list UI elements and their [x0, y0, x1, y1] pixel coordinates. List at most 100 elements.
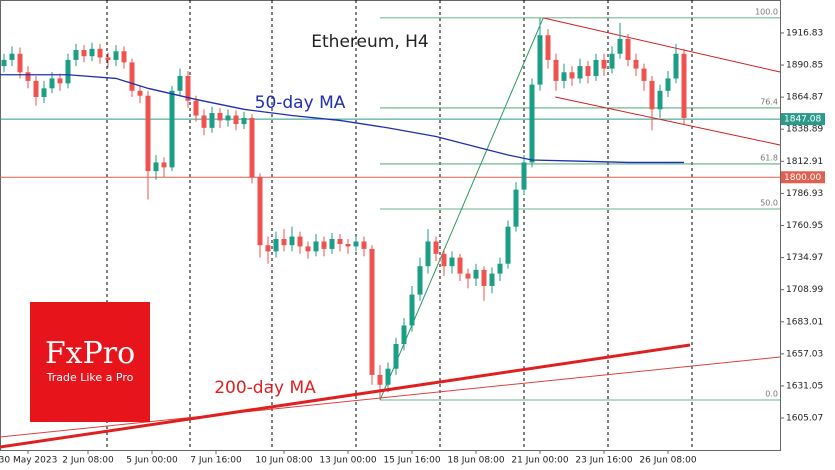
y-tick-label: 1631.05 [786, 381, 823, 391]
candle-body [265, 245, 271, 252]
candle-body [377, 374, 383, 385]
candle-body [145, 95, 151, 172]
ma-line [0, 74, 684, 164]
candle-body [97, 48, 103, 58]
fib-label: 100.0 [755, 7, 778, 16]
price-level-label: 1847.08 [784, 115, 821, 125]
y-tick-label: 1812.91 [786, 157, 823, 167]
candle-body [185, 75, 191, 101]
candle-body [177, 75, 183, 91]
candle-body [497, 263, 503, 274]
candle-body [449, 257, 455, 267]
candle-body [513, 189, 519, 227]
candle-body [545, 35, 551, 60]
y-tick-label: 1890.85 [786, 61, 823, 71]
price-level-box [781, 171, 825, 184]
candle-body [321, 241, 327, 249]
x-tick-label: 26 Jun 08:00 [639, 456, 696, 466]
candle-body [121, 51, 127, 63]
x-tick-label: 23 Jun 16:00 [575, 456, 632, 466]
candle-body [593, 59, 599, 76]
candle-body [337, 239, 343, 244]
candle-body [273, 239, 279, 252]
logo-box [30, 302, 150, 422]
candle-body [641, 68, 647, 81]
candle-body [361, 241, 367, 249]
candle-body [633, 59, 639, 69]
candle-body [225, 115, 231, 121]
series-label: 200-day MA [214, 378, 316, 398]
candle-body [1, 59, 7, 67]
candle-body [473, 269, 479, 279]
candle-body [169, 90, 175, 168]
candle-body [193, 100, 199, 116]
candle-body [25, 72, 31, 81]
candle-body [249, 117, 255, 178]
candle-body [505, 226, 511, 264]
candle-body [441, 253, 447, 267]
trend-line [555, 96, 781, 146]
trend-line [0, 356, 781, 438]
candle-body [457, 257, 463, 274]
x-tick-label: 21 Jun 00:00 [511, 456, 568, 466]
candle-body [73, 50, 79, 60]
candle-body [401, 325, 407, 345]
candle-body [329, 239, 335, 249]
y-tick-label: 1864.87 [786, 93, 823, 103]
candle-body [313, 241, 319, 252]
chart-title: Ethereum, H4 [311, 32, 428, 52]
candle-body [537, 35, 543, 85]
candle-body [553, 59, 559, 81]
fib-label: 0.0 [765, 389, 778, 398]
candle-body [41, 88, 47, 97]
candle-body [649, 80, 655, 110]
candle-body [673, 53, 679, 79]
candle-body [481, 269, 487, 286]
ma-line [0, 343, 691, 449]
candle-body [153, 162, 159, 172]
candle-body [81, 50, 87, 57]
candle-body [105, 57, 111, 60]
candle-body [657, 90, 663, 110]
candle-body [89, 48, 95, 57]
candle-body [257, 177, 263, 246]
candle-body [201, 115, 207, 128]
trend-line [543, 17, 781, 73]
y-tick-label: 1838.89 [786, 125, 823, 135]
candle-body [561, 72, 567, 81]
candle-body [577, 66, 583, 79]
x-tick-label: 7 Jun 16:00 [190, 456, 242, 466]
candle-body [353, 241, 359, 247]
candle-body [65, 59, 71, 84]
x-tick-label: 13 Jun 00:00 [319, 456, 376, 466]
candle-body [233, 115, 239, 125]
y-tick-label: 1605.07 [786, 414, 823, 424]
candle-body [609, 53, 615, 69]
y-tick-label: 1760.95 [786, 221, 823, 231]
fib-label: 50.0 [760, 199, 778, 208]
candle-body [305, 246, 311, 252]
candle-body [281, 239, 287, 246]
candle-body [49, 78, 55, 89]
candle-body [9, 53, 15, 60]
y-tick-label: 1786.93 [786, 189, 823, 199]
fib-label: 76.4 [760, 97, 778, 106]
candle-body [489, 273, 495, 286]
y-tick-label: 1916.83 [786, 28, 823, 38]
candle-body [241, 117, 247, 125]
candle-body [601, 59, 607, 69]
candle-body [129, 62, 135, 91]
candle-body [161, 162, 167, 168]
x-tick-label: 10 Jun 08:00 [255, 456, 312, 466]
x-tick-label: 15 Jun 16:00 [383, 456, 440, 466]
logo-tagline: Trade Like a Pro [46, 371, 134, 384]
candle-body [569, 72, 575, 79]
candle-body [665, 78, 671, 91]
candle-body [585, 66, 591, 76]
x-tick-label: 30 May 2023 [0, 456, 57, 466]
price-level-box [781, 113, 825, 126]
series-label: 50-day MA [255, 93, 346, 113]
candle-body [433, 241, 439, 254]
